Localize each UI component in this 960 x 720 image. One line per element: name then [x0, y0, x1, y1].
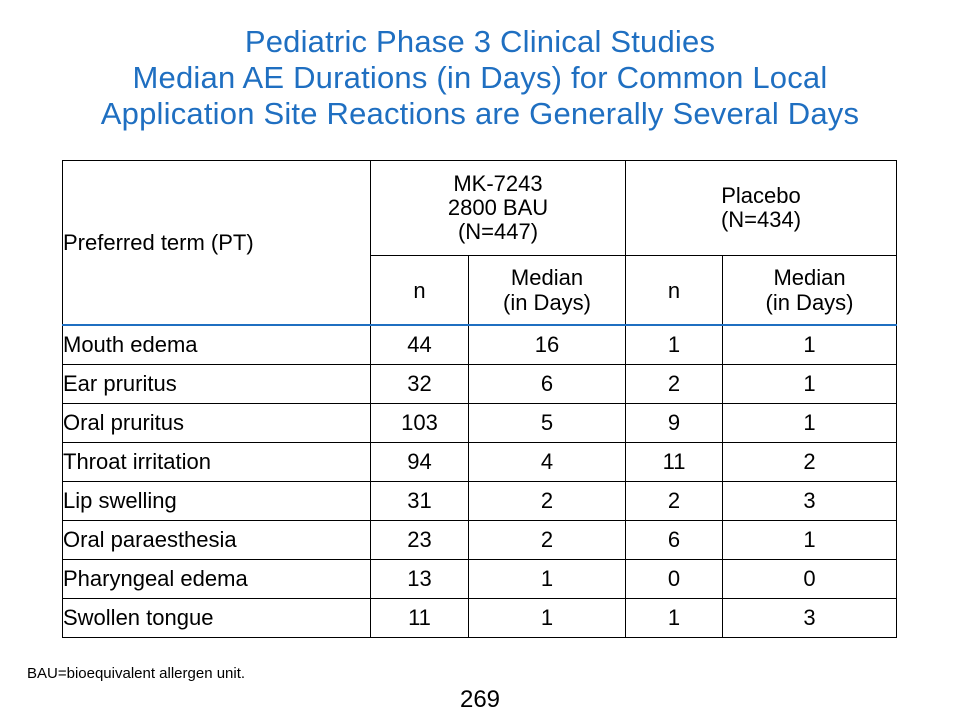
- placebo-n-cell: 9: [625, 403, 724, 443]
- placebo-n-cell: 1: [625, 324, 724, 365]
- mk7243-header-line-2: 2800 BAU: [447, 195, 549, 220]
- placebo-n-header: n: [625, 255, 724, 326]
- preferred-term-cell: Lip swelling: [62, 481, 371, 521]
- table-row: Lip swelling 31 2 2 3: [62, 481, 898, 521]
- placebo-median-cell: 2: [722, 442, 898, 482]
- table-row: Ear pruritus 32 6 2 1: [62, 364, 898, 404]
- table-row: Oral paraesthesia 23 2 6 1: [62, 520, 898, 560]
- placebo-n-cell: 11: [625, 442, 724, 482]
- preferred-term-cell: Oral paraesthesia: [62, 520, 371, 560]
- placebo-n-cell: 1: [625, 598, 724, 638]
- table-row: Pharyngeal edema 13 1 0 0: [62, 559, 898, 599]
- placebo-n-cell: 2: [625, 364, 724, 404]
- mk7243-median-cell: 2: [467, 520, 627, 560]
- table-row: Oral pruritus 103 5 9 1: [62, 403, 898, 443]
- table-header-row-subcolumns: n Median (in Days) n Median (in Days): [63, 255, 898, 326]
- mk7243-median-cell: 16: [467, 324, 627, 365]
- mk7243-n-label: n: [413, 277, 426, 303]
- placebo-median-cell: 3: [722, 598, 898, 638]
- preferred-term-cell: Throat irritation: [62, 442, 371, 482]
- mk7243-median-header: Median (in Days): [467, 255, 627, 326]
- mk7243-median-cell: 1: [467, 559, 627, 599]
- placebo-median-cell: 0: [722, 559, 898, 599]
- table-header-row-groups: Preferred term (PT) MK-7243 2800 BAU (N=…: [62, 160, 898, 326]
- preferred-term-cell: Mouth edema: [62, 324, 371, 365]
- placebo-median-cell: 3: [722, 481, 898, 521]
- mk7243-header-line-1: MK-7243: [453, 171, 543, 196]
- table-row: Throat irritation 94 4 11 2: [62, 442, 898, 482]
- placebo-median-cell: 1: [722, 364, 898, 404]
- mk7243-median-cell: 2: [467, 481, 627, 521]
- placebo-n-label: n: [667, 277, 681, 303]
- preferred-term-cell: Oral pruritus: [62, 403, 371, 443]
- mk7243-n-header: n: [370, 255, 469, 326]
- mk7243-n-cell: 103: [370, 403, 469, 443]
- placebo-median-cell: 1: [722, 324, 898, 365]
- placebo-header-line-2: (N=434): [720, 207, 802, 232]
- mk7243-n-cell: 94: [370, 442, 469, 482]
- mk7243-n-cell: 11: [370, 598, 469, 638]
- placebo-group-header: Placebo (N=434): [625, 160, 898, 256]
- table-row: Mouth edema 44 16 1 1: [62, 324, 898, 365]
- mk7243-median-cell: 1: [467, 598, 627, 638]
- mk7243-header-line-3: (N=447): [457, 219, 539, 244]
- mk7243-n-cell: 13: [370, 559, 469, 599]
- title-line-2: Median AE Durations (in Days) for Common…: [132, 60, 828, 95]
- mk7243-group-header: MK-7243 2800 BAU (N=447): [369, 160, 627, 256]
- mk7243-n-cell: 44: [370, 324, 469, 365]
- title-line-1: Pediatric Phase 3 Clinical Studies: [244, 24, 716, 59]
- mk7243-median-cell: 6: [467, 364, 627, 404]
- placebo-median-header: Median (in Days): [722, 255, 898, 326]
- placebo-n-cell: 0: [625, 559, 724, 599]
- placebo-median-cell: 1: [722, 403, 898, 443]
- slide-title: Pediatric Phase 3 Clinical Studies Media…: [0, 24, 960, 132]
- placebo-n-cell: 2: [625, 481, 724, 521]
- table-row: Swollen tongue 11 1 1 3: [62, 598, 898, 638]
- preferred-term-cell: Pharyngeal edema: [62, 559, 371, 599]
- preferred-term-cell: Swollen tongue: [62, 598, 371, 638]
- placebo-n-cell: 6: [625, 520, 724, 560]
- mk7243-median-cell: 5: [467, 403, 627, 443]
- mk7243-n-cell: 31: [370, 481, 469, 521]
- placebo-median-label-1: Median: [773, 265, 846, 290]
- footnote: BAU=bioequivalent allergen unit.: [27, 665, 246, 682]
- mk7243-median-label-2: (in Days): [503, 290, 592, 315]
- mk7243-n-cell: 23: [370, 520, 469, 560]
- mk7243-median-cell: 4: [467, 442, 627, 482]
- mk7243-n-cell: 32: [370, 364, 469, 404]
- preferred-term-cell: Ear pruritus: [62, 364, 371, 404]
- title-line-3: Application Site Reactions are Generally…: [100, 96, 860, 131]
- page-number: 269: [459, 686, 501, 713]
- ae-duration-table: Preferred term (PT) MK-7243 2800 BAU (N=…: [62, 160, 898, 638]
- mk7243-median-label-1: Median: [510, 265, 584, 290]
- preferred-term-header: Preferred term (PT): [62, 160, 371, 326]
- placebo-median-cell: 1: [722, 520, 898, 560]
- placebo-header-line-1: Placebo: [721, 183, 801, 208]
- placebo-median-label-2: (in Days): [765, 290, 854, 315]
